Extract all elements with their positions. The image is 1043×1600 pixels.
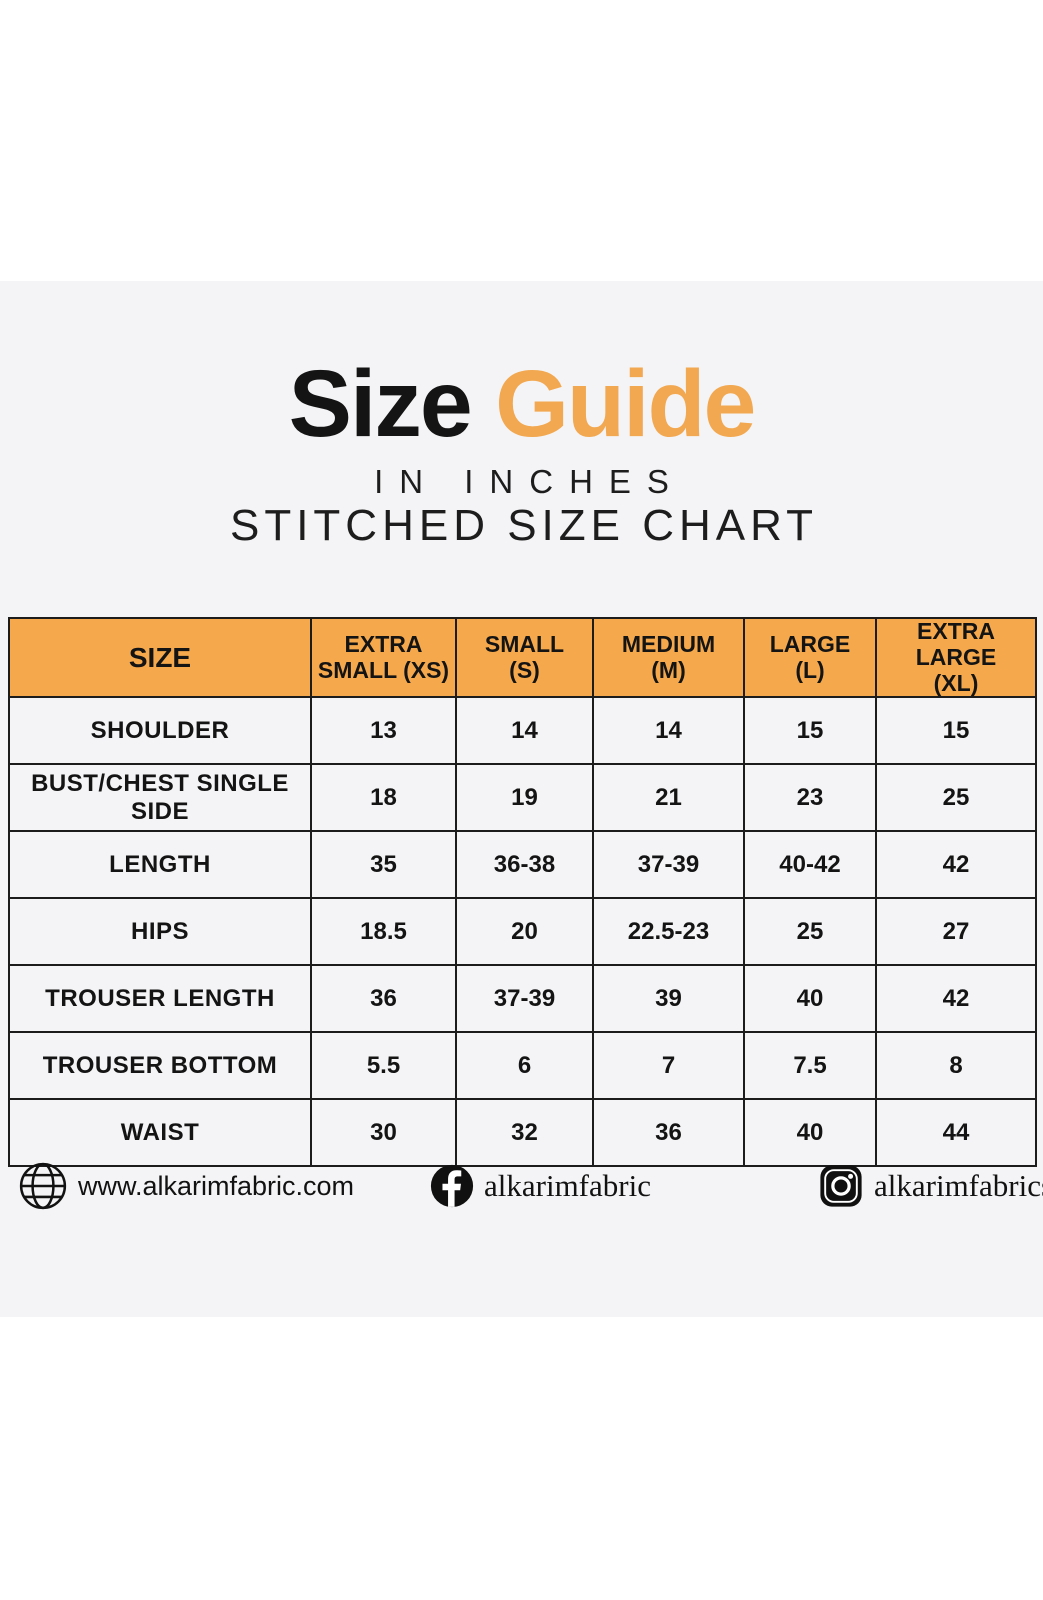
row-label-cell: WAIST [8,1098,312,1168]
value-cell: 36-38 [455,830,594,900]
size-chart-header: SIZE EXTRA SMALL (XS) SMALL (S) MEDIUM (… [8,616,1037,699]
footer-instagram: alkarimfabrics [818,1158,1043,1214]
value-cell: 30 [310,1098,457,1168]
row-label-cell: TROUSER LENGTH [8,964,312,1034]
value-cell: 40-42 [743,830,877,900]
table-row-trouser-bottom: TROUSER BOTTOM 5.5 6 7 7.5 8 [8,1031,1037,1101]
footer-facebook: alkarimfabric [430,1158,651,1214]
facebook-handle: alkarimfabric [484,1168,651,1203]
value-cell: 22.5-23 [592,897,745,967]
value-cell: 25 [875,763,1037,833]
table-row-waist: WAIST 30 32 36 40 44 [8,1098,1037,1168]
value-cell: 39 [592,964,745,1034]
value-cell: 18.5 [310,897,457,967]
value-cell: 20 [455,897,594,967]
column-header-extra-small: EXTRA SMALL (XS) [310,616,457,699]
value-cell: 40 [743,964,877,1034]
value-cell: 6 [455,1031,594,1101]
size-chart-body: SHOULDER 13 14 14 15 15 BUST/CHEST SINGL… [8,696,1037,1168]
value-cell: 21 [592,763,745,833]
value-cell: 18 [310,763,457,833]
column-header-extra-large: EXTRA LARGE (XL) [875,616,1037,699]
value-cell: 8 [875,1031,1037,1101]
column-header-medium: MEDIUM (M) [592,616,745,699]
instagram-handle: alkarimfabrics [874,1168,1043,1203]
row-label-cell: HIPS [8,897,312,967]
table-row-shoulder: SHOULDER 13 14 14 15 15 [8,696,1037,766]
table-row-trouser-length: TROUSER LENGTH 36 37-39 39 40 42 [8,964,1037,1034]
column-header-size: SIZE [8,616,312,699]
value-cell: 37-39 [592,830,745,900]
value-cell: 15 [875,696,1037,766]
value-cell: 25 [743,897,877,967]
globe-icon [18,1161,68,1211]
subtitle-in-inches: IN INCHES [374,463,685,500]
value-cell: 13 [310,696,457,766]
subtitle-stitched-size-chart: STITCHED SIZE CHART [229,501,818,550]
value-cell: 42 [875,830,1037,900]
value-cell: 15 [743,696,877,766]
value-cell: 19 [455,763,594,833]
table-row-hips: HIPS 18.5 20 22.5-23 25 27 [8,897,1037,967]
header-row: SIZE EXTRA SMALL (XS) SMALL (S) MEDIUM (… [8,616,1037,699]
value-cell: 37-39 [455,964,594,1034]
instagram-icon [818,1163,864,1209]
column-header-small: SMALL (S) [455,616,594,699]
column-header-large: LARGE (L) [743,616,877,699]
value-cell: 40 [743,1098,877,1168]
value-cell: 44 [875,1098,1037,1168]
value-cell: 7 [592,1031,745,1101]
value-cell: 23 [743,763,877,833]
table-row-length: LENGTH 35 36-38 37-39 40-42 42 [8,830,1037,900]
footer: www.alkarimfabric.com alkarimfabric alka… [0,1158,1043,1214]
value-cell: 36 [592,1098,745,1168]
value-cell: 27 [875,897,1037,967]
website-url: www.alkarimfabric.com [78,1170,355,1201]
value-cell: 14 [455,696,594,766]
row-label-cell: SHOULDER [8,696,312,766]
page-title-black: Size [288,351,473,457]
row-label-cell: TROUSER BOTTOM [8,1031,312,1101]
value-cell: 5.5 [310,1031,457,1101]
value-cell: 36 [310,964,457,1034]
value-cell: 35 [310,830,457,900]
value-cell: 14 [592,696,745,766]
page-title-orange: Guide [495,351,756,457]
facebook-icon [430,1164,474,1208]
size-chart-table: SIZE EXTRA SMALL (XS) SMALL (S) MEDIUM (… [8,616,1037,1168]
row-label-cell: LENGTH [8,830,312,900]
value-cell: 32 [455,1098,594,1168]
value-cell: 7.5 [743,1031,877,1101]
page-title: Size Guide [0,352,1043,457]
footer-website: www.alkarimfabric.com [18,1158,354,1214]
value-cell: 42 [875,964,1037,1034]
table-row-bust-chest: BUST/CHEST SINGLE SIDE 18 19 21 23 25 [8,763,1037,833]
row-label-cell: BUST/CHEST SINGLE SIDE [8,763,312,833]
